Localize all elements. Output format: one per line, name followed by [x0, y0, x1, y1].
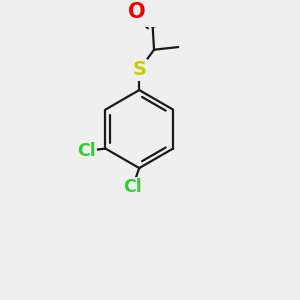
Text: O: O [128, 2, 146, 22]
Text: S: S [132, 60, 146, 80]
Text: Cl: Cl [77, 142, 95, 160]
Text: Cl: Cl [123, 178, 142, 196]
